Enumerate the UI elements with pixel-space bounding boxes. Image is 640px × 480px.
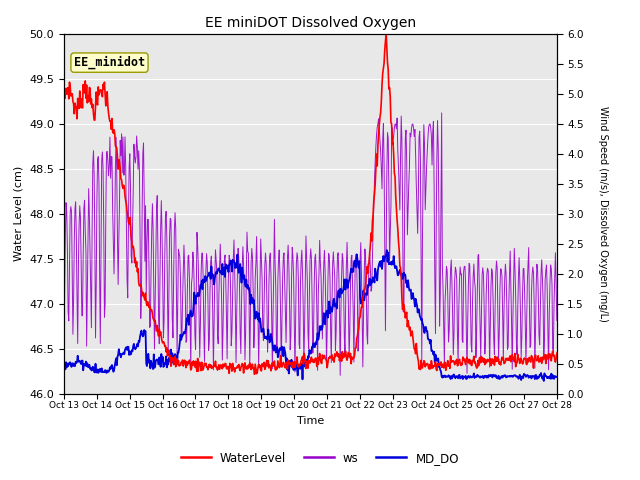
Y-axis label: Wind Speed (m/s), Dissolved Oxygen (mg/L): Wind Speed (m/s), Dissolved Oxygen (mg/L… [598,106,608,322]
X-axis label: Time: Time [297,416,324,426]
Text: EE_minidot: EE_minidot [74,56,145,69]
Legend: WaterLevel, ws, MD_DO: WaterLevel, ws, MD_DO [177,447,463,469]
Title: EE miniDOT Dissolved Oxygen: EE miniDOT Dissolved Oxygen [205,16,416,30]
Y-axis label: Water Level (cm): Water Level (cm) [14,166,24,261]
